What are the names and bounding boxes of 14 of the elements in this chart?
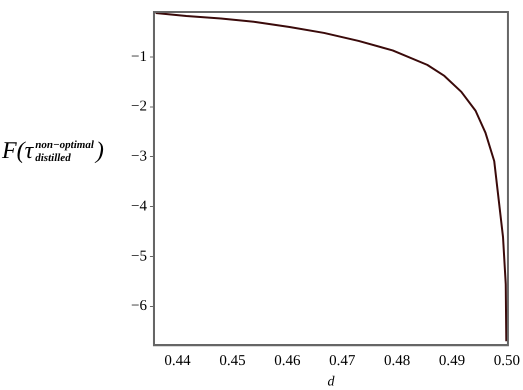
x-tick-label: 0.47 bbox=[329, 353, 356, 370]
y-tick-label: −1 bbox=[130, 48, 147, 65]
y-tick-label: −3 bbox=[130, 148, 147, 165]
x-tick-label: 0.46 bbox=[274, 353, 301, 370]
x-tick-label: 0.44 bbox=[164, 353, 192, 370]
x-tick-label: 0.48 bbox=[384, 353, 410, 370]
y-tick-label: −4 bbox=[130, 198, 148, 214]
y-tick-label: −2 bbox=[130, 98, 147, 115]
x-tick-label: 0.49 bbox=[438, 353, 466, 370]
x-tick-label: 0.45 bbox=[219, 353, 246, 370]
x-tick-label: 0.50 bbox=[494, 353, 520, 370]
x-axis-title: d bbox=[327, 374, 336, 390]
y-tick-label: −6 bbox=[130, 298, 148, 314]
y-tick-label: −5 bbox=[130, 248, 147, 264]
